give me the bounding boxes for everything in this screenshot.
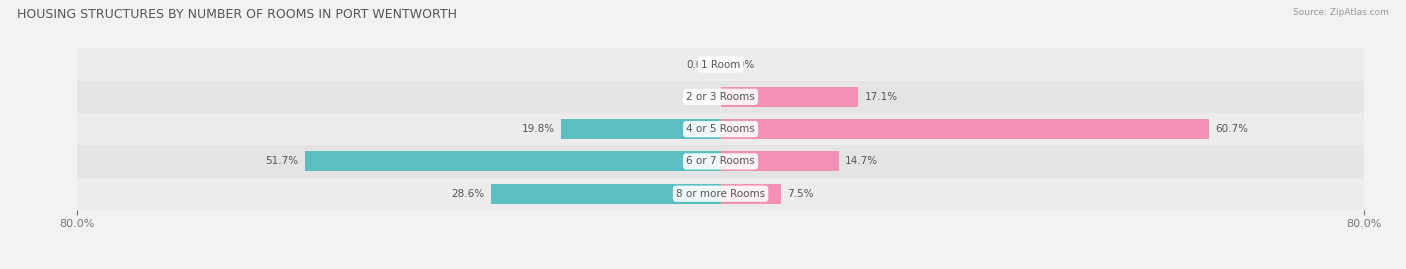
Text: 0.0%: 0.0% <box>686 92 713 102</box>
Text: 14.7%: 14.7% <box>845 156 879 167</box>
Bar <box>77 48 1364 81</box>
Text: 2 or 3 Rooms: 2 or 3 Rooms <box>686 92 755 102</box>
Text: 0.0%: 0.0% <box>686 59 713 70</box>
Text: 1 Room: 1 Room <box>700 59 741 70</box>
Bar <box>77 145 1364 178</box>
Bar <box>721 184 780 204</box>
Text: 19.8%: 19.8% <box>522 124 555 134</box>
Text: 4 or 5 Rooms: 4 or 5 Rooms <box>686 124 755 134</box>
Text: HOUSING STRUCTURES BY NUMBER OF ROOMS IN PORT WENTWORTH: HOUSING STRUCTURES BY NUMBER OF ROOMS IN… <box>17 8 457 21</box>
Bar <box>721 151 839 171</box>
Text: 7.5%: 7.5% <box>787 189 814 199</box>
Bar <box>305 151 721 171</box>
Bar <box>721 87 858 107</box>
Bar <box>77 81 1364 113</box>
Bar <box>491 184 721 204</box>
Text: Source: ZipAtlas.com: Source: ZipAtlas.com <box>1294 8 1389 17</box>
Text: 60.7%: 60.7% <box>1215 124 1249 134</box>
Text: 6 or 7 Rooms: 6 or 7 Rooms <box>686 156 755 167</box>
Bar <box>77 113 1364 145</box>
Bar <box>561 119 721 139</box>
Text: 8 or more Rooms: 8 or more Rooms <box>676 189 765 199</box>
Text: 28.6%: 28.6% <box>451 189 484 199</box>
Bar <box>77 178 1364 210</box>
Bar <box>721 119 1209 139</box>
Text: 0.0%: 0.0% <box>728 59 755 70</box>
Text: 17.1%: 17.1% <box>865 92 897 102</box>
Text: 51.7%: 51.7% <box>266 156 298 167</box>
